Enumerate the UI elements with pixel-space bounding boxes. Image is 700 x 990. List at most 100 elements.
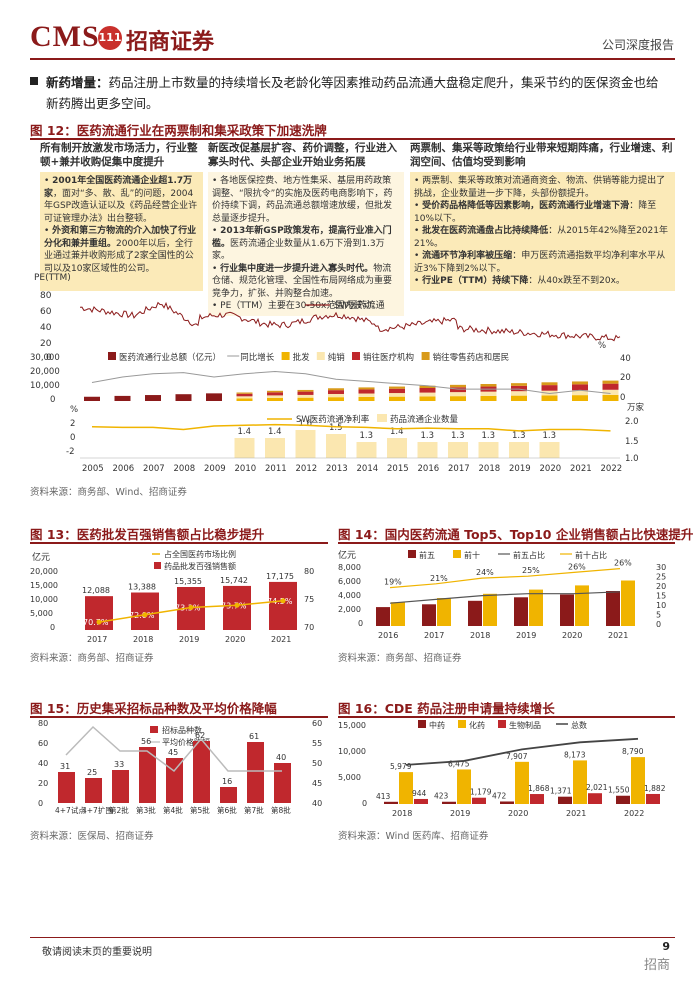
fig12-year-labels: 2005 2006 2007 2008 2009 2010 2011 2012 2013 2014… <box>82 464 622 474</box>
fig14-ytick: 2,000 <box>338 605 361 614</box>
fig13-yticks: 20,000 15,000 10,000 5,000 0 <box>30 567 58 632</box>
fig12-stack-segment <box>419 396 436 401</box>
fig15-category-label: 第5批 <box>190 805 210 815</box>
fig16-tcm-bar <box>384 801 398 804</box>
fig16-category-label: 2021 <box>566 809 586 818</box>
fig15-bar <box>274 763 291 803</box>
fig15-ytick: 80 <box>38 720 48 728</box>
fig16-total-line <box>405 737 639 766</box>
bar-legend-label: 同比增长 <box>240 352 275 363</box>
fig12-stack-segment <box>389 393 405 397</box>
company-count-label: 1.3 <box>543 431 557 441</box>
fig16-ytick: 15,000 <box>338 721 366 730</box>
company-count-label: 1.4 <box>238 427 252 437</box>
fig14-y2tick: 15 <box>656 592 666 601</box>
fig15-yticks: 80 60 40 20 0 <box>38 720 48 808</box>
fig16-bio-label: 1,179 <box>470 788 492 797</box>
fig14-ytick: 8,000 <box>338 563 361 572</box>
bar-legend: 医药流通行业总额（亿元） 同比增长 批发 纯销 销往医疗机构 销往零售药店和居民 <box>108 352 509 363</box>
fig12-stack-segment <box>358 396 375 401</box>
fig12-stack-segment <box>602 383 619 390</box>
fig15-category-label: 第8批 <box>271 805 291 815</box>
fig12-total-bar <box>84 396 100 401</box>
fig15-bar <box>58 772 75 803</box>
fig12-stack-segment <box>236 396 253 399</box>
fig12-year-label: 2006 <box>113 464 135 474</box>
fig12-stack-segment <box>389 388 405 394</box>
fig12-stack-segment <box>511 383 527 386</box>
fig16-chem-bar <box>631 757 645 804</box>
fig14-category-label: 2018 <box>470 631 490 640</box>
fig12-stack-segment <box>450 396 466 401</box>
fig16-tcm-bar <box>616 795 630 804</box>
fig15-bar <box>193 741 210 803</box>
svg-text:20,000: 20,000 <box>30 367 60 377</box>
intro-text: 药品注册上市数量的持续增长及老龄化等因素推动药品流通大盘稳定爬升，集采节约的医保… <box>46 75 659 111</box>
fig12-year-label: 2018 <box>479 464 501 474</box>
fig13-value-label: 17,175 <box>266 572 294 581</box>
fig15-bar <box>220 787 237 803</box>
fig15-category-label: 第7批 <box>244 805 264 815</box>
company-count-bar <box>417 442 438 458</box>
fig13-bar <box>269 581 297 630</box>
fig15-ytick: 20 <box>38 779 48 788</box>
fig15-bar <box>85 778 102 803</box>
col2-p2: • 2013年新GSP政策发布，提高行业准入门槛。医药流通企业数量从1.6万下滑… <box>212 226 392 261</box>
fig12-stack-segment <box>450 392 466 397</box>
fig16-legend-4: 总数 <box>571 720 587 730</box>
fig12-stack-segment <box>328 397 344 401</box>
fig14-y2tick: 30 <box>656 563 666 572</box>
fig15-category-label: 4+7扩围 <box>82 805 113 815</box>
fig16-category-label: 2022 <box>624 809 644 818</box>
company-count-bar <box>234 438 255 458</box>
fig16-tcm-label: 472 <box>492 791 507 800</box>
fig13-line-label: 70.7% <box>83 618 109 627</box>
bar-y2-axis: 40 20 0 <box>620 354 631 403</box>
fig15-value-label: 61 <box>249 732 259 741</box>
fig14-ratio-label: 19% <box>384 578 402 587</box>
fig16-bio-bar <box>472 797 486 804</box>
fig12-stack-segment <box>602 389 619 395</box>
footer-text: 敬请阅读末页的重要说明 <box>42 947 152 958</box>
fig16-chem-bar <box>573 760 587 804</box>
col3-box: • 两票制、集采等政策对流通商资金、物流、供销等能力提出了挑战，企业数量进一步下… <box>410 172 675 291</box>
bar-legend-swatch <box>316 352 325 360</box>
col2-p3: • 行业集中度进一步提升进入寡头时代。物流仓储、规范化管理、全国性布局网络成为重… <box>212 263 393 299</box>
fig12-year-label: 2011 <box>265 464 287 474</box>
fig13-ytick: 20,000 <box>30 567 58 576</box>
fig12-stack-segment <box>511 391 527 396</box>
fig13-value-label: 15,355 <box>174 577 202 586</box>
fig15-y2tick: 55 <box>312 739 322 748</box>
logo-cn: 招商证券 <box>126 30 215 55</box>
bar-legend-label: 医药流通行业总额（亿元） <box>119 352 221 363</box>
col3-p4: • 流通环节净利率被压缩：申万医药流通指数平均净利率水平从近3%下降到2%以下。 <box>414 251 666 274</box>
fig12-stack-segment <box>389 396 405 401</box>
fig15-value-label: 56 <box>141 737 151 746</box>
fig12-year-label: 2021 <box>570 464 592 474</box>
fig12-stack-segment <box>480 395 497 401</box>
fig15-y2tick: 45 <box>312 779 322 788</box>
fig15-price-line <box>65 725 282 773</box>
fig15-title: 图 15：历史集采招标品种数及平均价格降幅 <box>30 701 277 716</box>
fig15-bar <box>247 742 264 803</box>
bar-axis: 30,000 20,000 10,000 0 <box>30 353 60 405</box>
bar-pct-unit: % <box>598 341 606 351</box>
fig16-chem-label: 6,475 <box>448 759 470 768</box>
fig15-y2tick: 40 <box>312 799 322 808</box>
fig16-chem-label: 8,790 <box>622 747 644 756</box>
fig14-y2tick: 25 <box>656 573 666 582</box>
fig14-bars: 2016 2017 2018 2019 2020 2021 <box>376 580 635 640</box>
fig13-category-label: 2019 <box>179 635 199 644</box>
fig16-legend-2: 化药 <box>469 720 485 730</box>
fig12-year-label: 2009 <box>204 464 226 474</box>
fig12-stack-segment <box>236 392 253 394</box>
fig16-bio-bar <box>588 793 602 804</box>
fig15-value-label: 31 <box>60 762 70 771</box>
fig13-line-point <box>280 598 286 604</box>
fig14-title: 图 14：国内医药流通 Top5、Top10 企业销售额占比快速提升 <box>338 527 694 542</box>
svg-text:80: 80 <box>40 291 52 301</box>
fig15-y2tick: 60 <box>312 720 322 728</box>
fig14-category-label: 2016 <box>378 631 398 640</box>
bar-legend-label: 批发 <box>293 352 311 363</box>
